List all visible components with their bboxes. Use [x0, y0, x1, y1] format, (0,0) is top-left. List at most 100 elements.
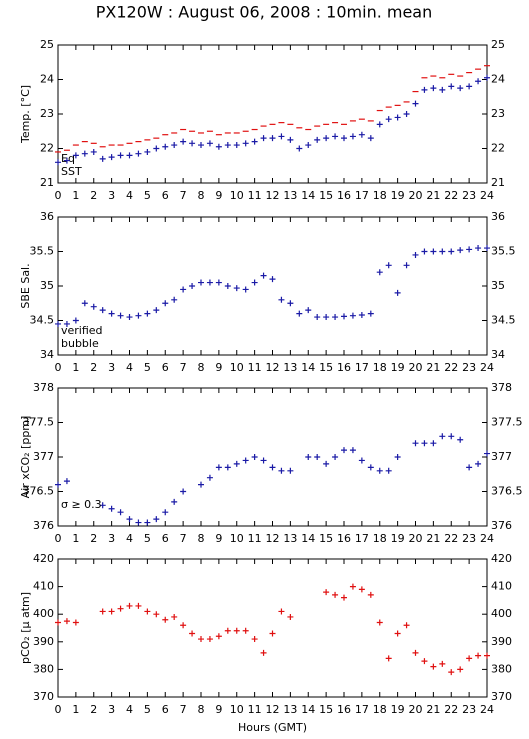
data-point [448, 248, 455, 255]
x-tick-label: 14 [301, 703, 315, 716]
y-tick-label: 21 [491, 176, 505, 189]
x-tick-label: 17 [355, 703, 369, 716]
data-point [108, 505, 115, 512]
legend-label: bubble [61, 337, 99, 350]
data-point [466, 464, 473, 471]
data-point [180, 488, 187, 495]
data-point [367, 464, 374, 471]
x-tick-label: 18 [373, 532, 387, 545]
x-tick-label: 7 [180, 189, 187, 202]
data-point [421, 440, 428, 447]
data-point [457, 436, 464, 443]
x-tick-label: 19 [391, 532, 405, 545]
data-point [189, 140, 196, 147]
data-point [99, 608, 106, 615]
data-point [367, 310, 374, 317]
data-point [162, 143, 169, 150]
data-point [189, 630, 196, 637]
data-point [466, 83, 473, 90]
data-point [162, 300, 169, 307]
y-tick-label: 370 [491, 690, 512, 703]
data-point [278, 467, 285, 474]
data-point [287, 136, 294, 143]
x-tick-label: 6 [162, 532, 169, 545]
y-tick-label: 22 [491, 142, 505, 155]
data-point [117, 312, 124, 319]
data-point [287, 467, 294, 474]
data-point [332, 314, 339, 321]
x-tick-label: 18 [373, 189, 387, 202]
data-point [251, 279, 258, 286]
x-tick-label: 24 [480, 532, 494, 545]
data-point [108, 310, 115, 317]
data-point [126, 152, 133, 159]
data-point [206, 636, 213, 643]
x-tick-label: 4 [126, 361, 133, 374]
x-tick-label: 1 [72, 361, 79, 374]
data-point [314, 314, 321, 321]
data-point [224, 627, 231, 634]
data-point [421, 248, 428, 255]
data-point [341, 447, 347, 454]
x-tick-label: 3 [108, 703, 115, 716]
x-tick-label: 22 [444, 361, 458, 374]
data-point [189, 283, 196, 289]
x-tick-label: 11 [248, 532, 262, 545]
data-point [403, 262, 410, 269]
y-axis-label: Temp. [°C] [19, 85, 32, 144]
y-tick-label: 390 [33, 635, 54, 648]
data-point [457, 666, 464, 673]
data-point [162, 616, 169, 623]
x-tick-label: 14 [301, 361, 315, 374]
data-point [233, 627, 240, 634]
data-point [367, 591, 374, 598]
x-tick-label: 16 [337, 703, 351, 716]
data-point [287, 613, 294, 620]
data-point [99, 307, 106, 314]
x-tick-label: 7 [180, 361, 187, 374]
data-point [475, 78, 482, 85]
y-tick-label: 377.5 [23, 416, 55, 429]
x-tick-label: 11 [248, 189, 262, 202]
data-point [215, 279, 222, 286]
x-tick-label: 5 [144, 189, 151, 202]
data-point [198, 481, 204, 488]
x-tick-label: 21 [426, 703, 440, 716]
x-tick-label: 0 [55, 703, 62, 716]
data-point [224, 283, 231, 289]
x-tick-label: 22 [444, 189, 458, 202]
data-point [412, 251, 419, 258]
data-point [153, 611, 160, 618]
y-tick-label: 35.5 [30, 245, 55, 258]
x-tick-label: 11 [248, 703, 262, 716]
data-point [484, 245, 490, 252]
data-point [135, 602, 142, 609]
y-tick-label: 36 [40, 210, 54, 223]
y-tick-label: 24 [491, 73, 505, 86]
data-point [287, 300, 294, 307]
data-point [430, 440, 437, 447]
data-point [251, 454, 258, 460]
x-tick-label: 22 [444, 703, 458, 716]
x-tick-label: 1 [72, 189, 79, 202]
y-axis-label: pCO₂ [μ atm] [19, 592, 32, 664]
y-tick-label: 370 [33, 690, 54, 703]
data-point [171, 296, 178, 303]
x-tick-label: 15 [319, 532, 333, 545]
data-point [385, 262, 392, 269]
x-tick-label: 9 [215, 189, 222, 202]
x-tick-label: 19 [391, 361, 405, 374]
data-point [99, 155, 106, 162]
data-point [323, 135, 330, 142]
y-tick-label: 378 [33, 381, 54, 394]
data-point [180, 622, 187, 629]
data-point [126, 602, 133, 609]
data-point [72, 619, 79, 626]
y-tick-label: 400 [33, 607, 54, 620]
y-tick-label: 410 [491, 580, 512, 593]
x-tick-label: 3 [108, 532, 115, 545]
data-point [323, 460, 330, 467]
data-point [358, 457, 365, 464]
x-tick-label: 2 [90, 703, 97, 716]
data-point [367, 135, 374, 142]
